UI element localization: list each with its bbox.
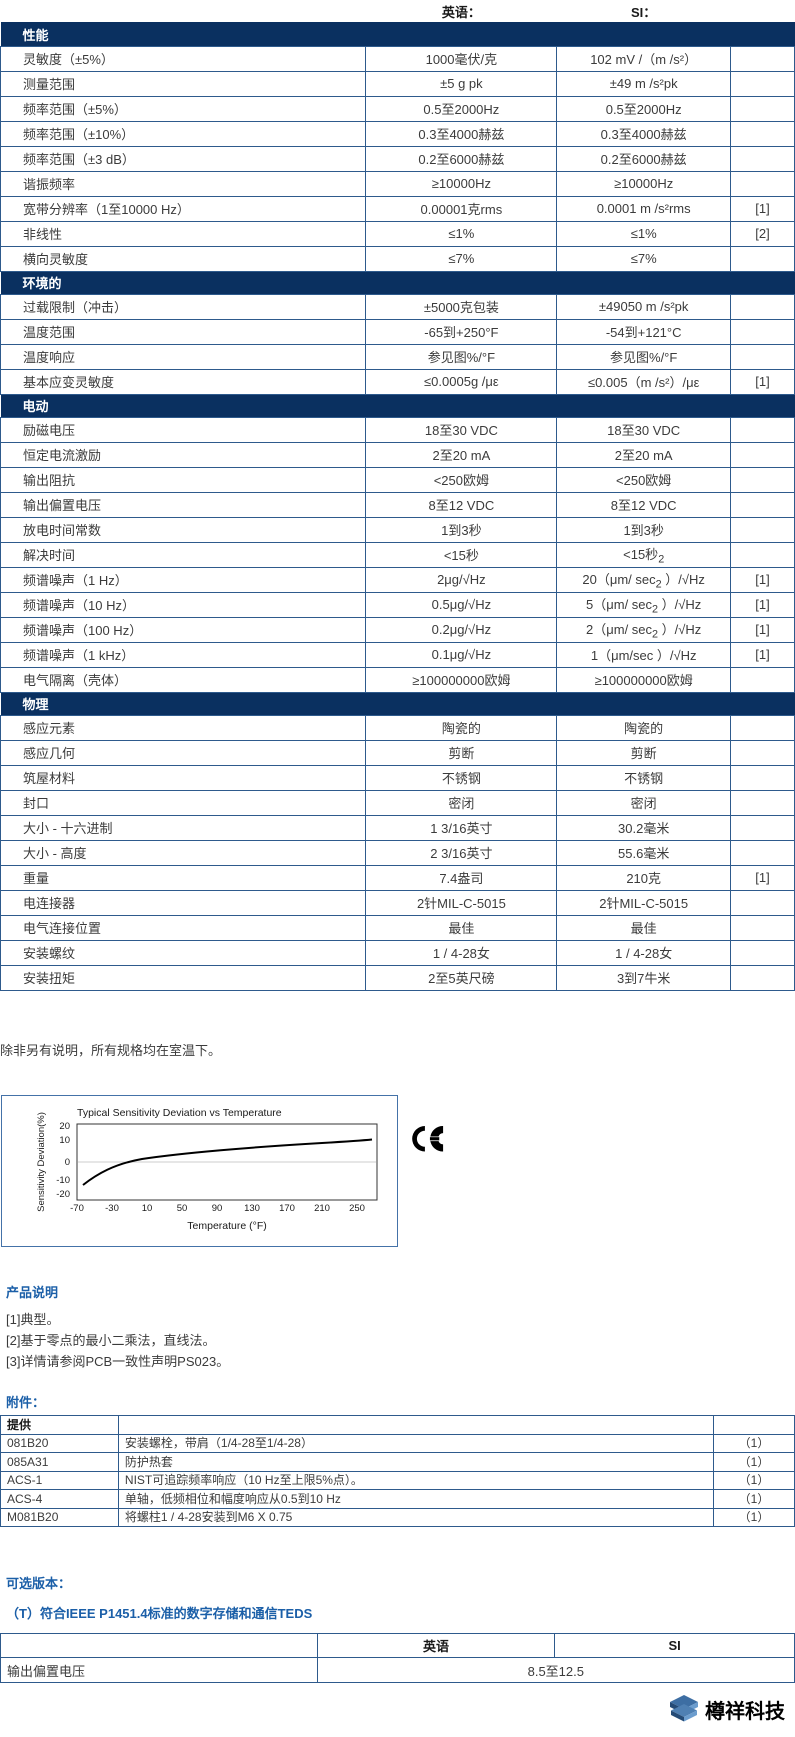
svg-text:-30: -30	[105, 1203, 119, 1214]
svg-text:170: 170	[279, 1203, 295, 1214]
svg-text:-10: -10	[56, 1175, 70, 1186]
svg-text:-20: -20	[56, 1189, 70, 1200]
svg-text:50: 50	[177, 1203, 188, 1214]
svg-text:10: 10	[59, 1135, 70, 1146]
svg-text:-70: -70	[70, 1203, 84, 1214]
svg-text:250: 250	[349, 1203, 365, 1214]
svg-text:樽祥科技: 樽祥科技	[705, 1699, 786, 1723]
svg-text:Temperature (°F): Temperature (°F)	[187, 1220, 266, 1232]
svg-text:Typical Sensitivity Deviation: Typical Sensitivity Deviation vs Tempera…	[77, 1107, 282, 1119]
svg-text:Sensitivity Deviation(%): Sensitivity Deviation(%)	[36, 1112, 47, 1212]
svg-text:0: 0	[65, 1157, 70, 1168]
svg-text:90: 90	[212, 1203, 223, 1214]
svg-text:10: 10	[142, 1203, 153, 1214]
svg-text:20: 20	[59, 1121, 70, 1132]
svg-text:130: 130	[244, 1203, 260, 1214]
svg-text:210: 210	[314, 1203, 330, 1214]
